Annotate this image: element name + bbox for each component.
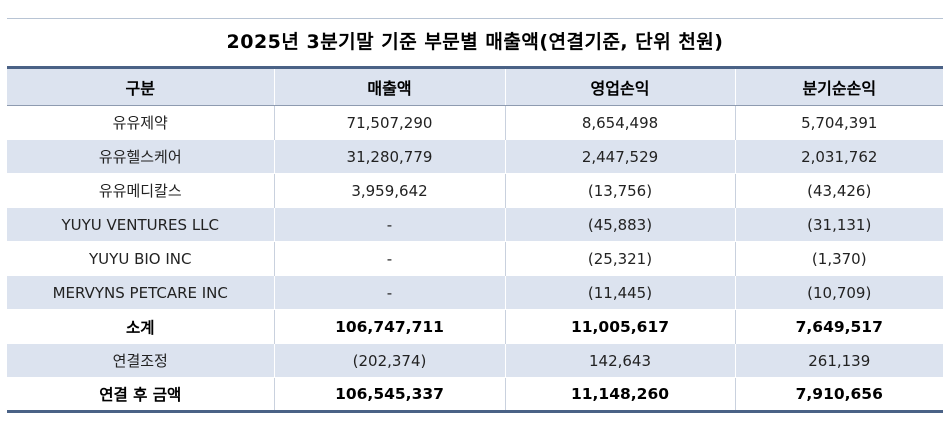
operating-profit-cell: (45,883) xyxy=(504,207,735,242)
row-label: 유유메디칼스 xyxy=(7,173,274,208)
table-row: YUYU VENTURES LLC - (45,883) (31,131) xyxy=(7,207,943,242)
revenue-cell: 106,545,337 xyxy=(273,377,505,413)
table-row: 유유제약 71,507,290 8,654,498 5,704,391 xyxy=(7,105,943,140)
net-profit-cell: 7,649,517 xyxy=(734,309,943,344)
operating-profit-cell: (11,445) xyxy=(504,275,735,310)
revenue-cell: (202,374) xyxy=(273,343,505,378)
operating-profit-cell: 8,654,498 xyxy=(504,105,735,140)
consolidated-total-row: 연결 후 금액 106,545,337 11,148,260 7,910,656 xyxy=(7,377,943,413)
operating-profit-cell: (25,321) xyxy=(504,241,735,276)
revenue-cell: - xyxy=(273,207,505,242)
table-row: YUYU BIO INC - (25,321) (1,370) xyxy=(7,241,943,276)
header-category: 구분 xyxy=(7,66,274,106)
row-label: 연결 후 금액 xyxy=(7,377,274,413)
header-operating-profit: 영업손익 xyxy=(504,66,735,106)
header-row: 구분 매출액 영업손익 분기순손익 xyxy=(7,66,943,106)
net-profit-cell: (43,426) xyxy=(734,173,943,208)
net-profit-cell: 5,704,391 xyxy=(734,105,943,140)
row-label: 소계 xyxy=(7,309,274,344)
revenue-cell: 31,280,779 xyxy=(273,139,505,174)
operating-profit-cell: 142,643 xyxy=(504,343,735,378)
row-label: 유유제약 xyxy=(7,105,274,140)
net-profit-cell: 261,139 xyxy=(734,343,943,378)
revenue-cell: - xyxy=(273,275,505,310)
revenue-cell: 106,747,711 xyxy=(273,309,505,344)
row-label: YUYU BIO INC xyxy=(7,241,274,276)
net-profit-cell: 7,910,656 xyxy=(734,377,943,413)
row-label: MERVYNS PETCARE INC xyxy=(7,275,274,310)
row-label: 유유헬스케어 xyxy=(7,139,274,174)
row-label: 연결조정 xyxy=(7,343,274,378)
operating-profit-cell: (13,756) xyxy=(504,173,735,208)
table-row: MERVYNS PETCARE INC - (11,445) (10,709) xyxy=(7,275,943,310)
revenue-cell: - xyxy=(273,241,505,276)
row-label: YUYU VENTURES LLC xyxy=(7,207,274,242)
net-profit-cell: 2,031,762 xyxy=(734,139,943,174)
table-row: 유유메디칼스 3,959,642 (13,756) (43,426) xyxy=(7,173,943,208)
net-profit-cell: (10,709) xyxy=(734,275,943,310)
operating-profit-cell: 2,447,529 xyxy=(504,139,735,174)
header-quarterly-net-profit: 분기순손익 xyxy=(734,66,943,106)
operating-profit-cell: 11,148,260 xyxy=(504,377,735,413)
net-profit-cell: (31,131) xyxy=(734,207,943,242)
subtotal-row: 소계 106,747,711 11,005,617 7,649,517 xyxy=(7,309,943,344)
table-row: 유유헬스케어 31,280,779 2,447,529 2,031,762 xyxy=(7,139,943,174)
revenue-cell: 3,959,642 xyxy=(273,173,505,208)
table-row: 연결조정 (202,374) 142,643 261,139 xyxy=(7,343,943,378)
revenue-cell: 71,507,290 xyxy=(273,105,505,140)
sales-table-container: 2025년 3분기말 기준 부문별 매출액(연결기준, 단위 천원) 구분 매출… xyxy=(7,18,943,413)
net-profit-cell: (1,370) xyxy=(734,241,943,276)
table-title: 2025년 3분기말 기준 부문별 매출액(연결기준, 단위 천원) xyxy=(7,18,943,66)
header-revenue: 매출액 xyxy=(273,66,505,106)
segment-sales-table: 구분 매출액 영업손익 분기순손익 유유제약 71,507,290 8,654,… xyxy=(7,66,943,413)
operating-profit-cell: 11,005,617 xyxy=(504,309,735,344)
